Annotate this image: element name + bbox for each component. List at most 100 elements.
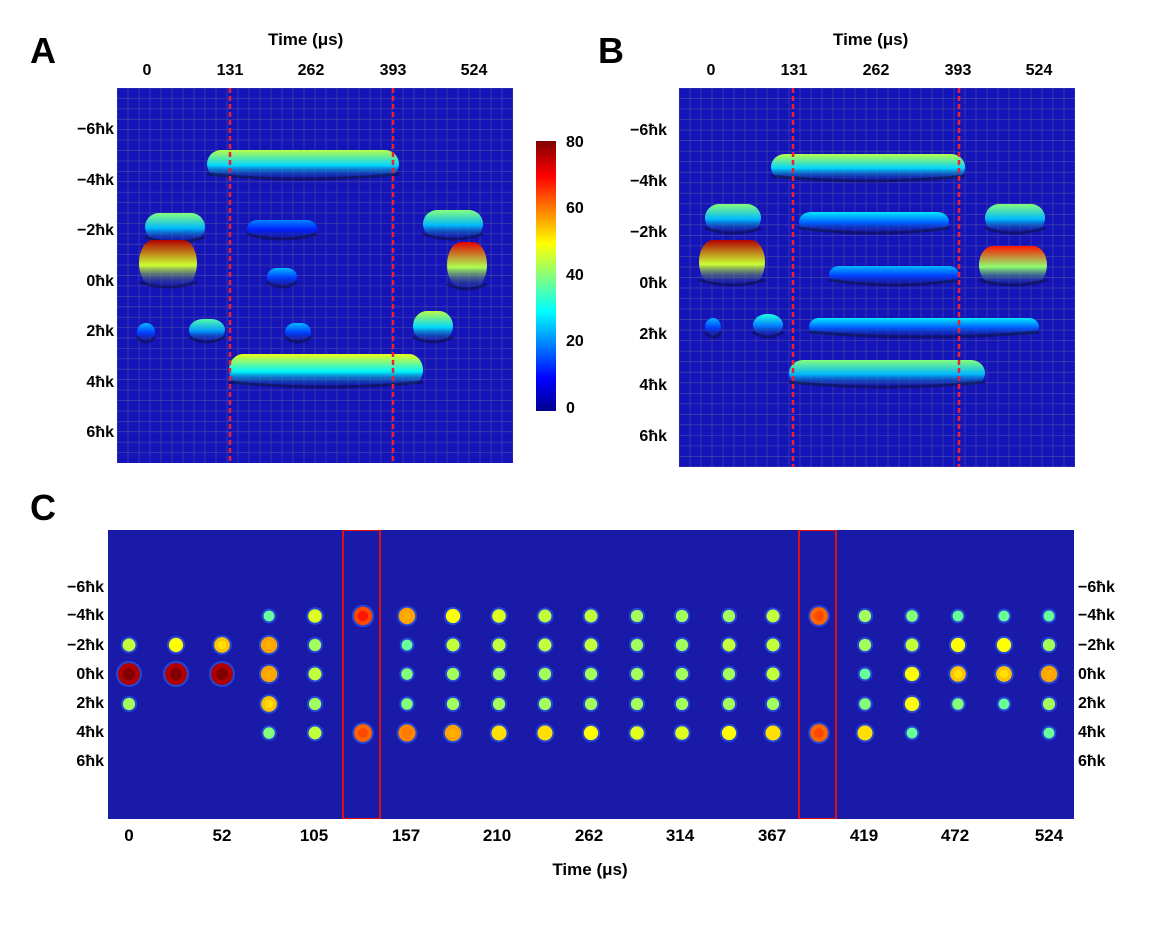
atom-cloud — [630, 697, 644, 711]
surface-shadow — [228, 380, 424, 389]
surface-peak — [137, 323, 155, 341]
atom-cloud — [122, 638, 136, 652]
surface-peak — [229, 354, 423, 386]
atom-cloud — [630, 667, 644, 681]
panel-a-xtick: 131 — [216, 62, 244, 79]
panel-c-xtick: 367 — [757, 826, 787, 845]
surface-peak — [771, 154, 965, 180]
atom-cloud — [675, 609, 689, 623]
colorbar-tick: 80 — [566, 134, 584, 151]
panel-a-xtick: 262 — [297, 62, 325, 79]
atom-cloud — [308, 638, 322, 652]
panel-b-surface-plot — [679, 88, 1075, 467]
atom-cloud — [492, 667, 506, 681]
surface-peak — [699, 240, 765, 284]
atom-cloud — [859, 668, 871, 680]
atom-cloud-core — [1044, 669, 1054, 679]
atom-cloud-core — [814, 728, 824, 738]
atom-cloud — [675, 726, 689, 740]
surface-shadow — [188, 335, 226, 344]
atom-cloud-core — [264, 640, 274, 650]
panel-a-ylabel: −2ħk — [77, 222, 114, 239]
surface-peak — [705, 204, 761, 232]
surface-peak — [139, 240, 197, 286]
surface-shadow — [808, 330, 1040, 339]
panel-b-ylabel: 6ħk — [639, 428, 667, 445]
atom-cloud — [766, 697, 780, 711]
surface-shadow — [828, 278, 960, 287]
atom-cloud — [122, 697, 136, 711]
panel-c-xtick: 524 — [1034, 826, 1064, 845]
atom-cloud-core — [169, 667, 183, 681]
surface-peak — [267, 268, 297, 286]
atom-cloud — [675, 697, 689, 711]
panel-a-time-label: Time (μs) — [268, 30, 344, 49]
atom-cloud — [446, 697, 460, 711]
atom-cloud — [722, 667, 736, 681]
atom-cloud — [765, 725, 781, 741]
atom-cloud — [538, 697, 552, 711]
atom-cloud-core — [122, 667, 136, 681]
panel-a-ylabel: 4ħk — [86, 374, 114, 391]
atom-cloud — [492, 638, 506, 652]
panel-a-letter: A — [30, 30, 56, 71]
surface-shadow — [704, 226, 762, 235]
atom-cloud — [950, 637, 966, 653]
surface-shadow — [422, 232, 484, 241]
panel-a-ylabel: 6ħk — [86, 424, 114, 441]
atom-cloud — [445, 608, 461, 624]
panel-c-ylabel-right: −6ħk — [1078, 579, 1115, 596]
atom-cloud — [584, 609, 598, 623]
atom-cloud — [1042, 638, 1056, 652]
surface-shadow — [798, 226, 950, 235]
atom-cloud — [858, 609, 872, 623]
panel-c-ylabel-right: 4ħk — [1078, 724, 1106, 741]
atom-cloud — [1042, 697, 1056, 711]
atom-cloud — [906, 610, 918, 622]
panel-c-ylabel-right: 0ħk — [1078, 666, 1106, 683]
atom-cloud — [446, 667, 460, 681]
panel-b-xtick: 524 — [1025, 62, 1053, 79]
atom-cloud — [722, 697, 736, 711]
panel-c-ylabel: 0ħk — [76, 666, 104, 683]
atom-cloud — [998, 610, 1010, 622]
panel-c-xtick: 105 — [299, 826, 329, 845]
panel-b-time-label: Time (μs) — [833, 30, 909, 49]
atom-cloud — [308, 667, 322, 681]
panel-c-ylabel-right: −2ħk — [1078, 637, 1115, 654]
surface-peak — [207, 150, 399, 178]
surface-peak — [189, 319, 225, 341]
atom-cloud — [263, 610, 275, 622]
panel-c-xtick: 210 — [482, 826, 512, 845]
atom-cloud-core — [953, 669, 963, 679]
atom-cloud — [721, 725, 737, 741]
atom-cloud-core — [215, 667, 229, 681]
colorbar — [536, 141, 556, 411]
atom-cloud — [401, 698, 413, 710]
atom-cloud-core — [402, 728, 412, 738]
panel-c-xtick: 52 — [212, 826, 232, 845]
atom-cloud-core — [264, 699, 274, 709]
panel-b-ylabel: −2ħk — [630, 224, 667, 241]
panel-a-ylabel: −4ħk — [77, 172, 114, 189]
surface-peak — [753, 314, 783, 336]
atom-cloud — [766, 667, 780, 681]
panel-a-surface-plot — [117, 88, 513, 463]
atom-cloud — [401, 668, 413, 680]
atom-cloud — [584, 638, 598, 652]
panel-c-xlabel: Time (μs) — [552, 860, 628, 879]
atom-cloud — [996, 637, 1012, 653]
panel-b-letter: B — [598, 30, 624, 71]
atom-cloud — [492, 609, 506, 623]
colorbar-tick: 40 — [566, 267, 584, 284]
surface-shadow — [752, 330, 784, 339]
atom-cloud — [168, 637, 184, 653]
atom-cloud — [722, 609, 736, 623]
highlight-box — [798, 530, 837, 819]
atom-cloud — [308, 609, 322, 623]
surface-shadow — [135, 335, 157, 344]
atom-cloud-core — [358, 728, 368, 738]
surface-peak — [985, 204, 1045, 232]
panel-c-ylabel-right: 6ħk — [1078, 753, 1106, 770]
atom-cloud-core — [357, 610, 369, 622]
